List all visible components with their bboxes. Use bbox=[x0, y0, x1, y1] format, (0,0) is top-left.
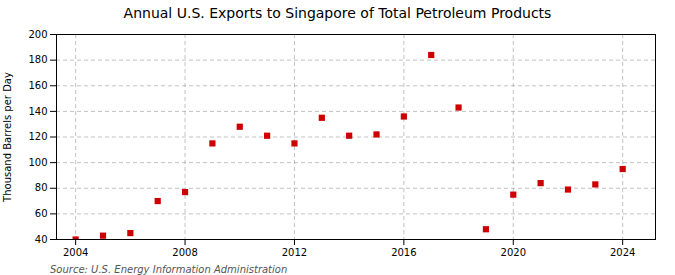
svg-text:2024: 2024 bbox=[610, 247, 635, 258]
svg-text:2012: 2012 bbox=[282, 247, 307, 258]
svg-text:200: 200 bbox=[28, 29, 47, 40]
svg-text:2016: 2016 bbox=[391, 247, 416, 258]
svg-text:80: 80 bbox=[35, 182, 48, 193]
svg-text:100: 100 bbox=[28, 157, 47, 168]
svg-text:2020: 2020 bbox=[501, 247, 526, 258]
svg-text:180: 180 bbox=[28, 54, 47, 65]
html-text:Source: U.S. Energy Informatio: Source: U.S. Energy Information Administ… bbox=[50, 264, 288, 275]
svg-text:60: 60 bbox=[35, 208, 48, 219]
svg-text:160: 160 bbox=[28, 80, 47, 91]
svg-text:40: 40 bbox=[35, 234, 48, 245]
svg-text:120: 120 bbox=[28, 131, 47, 142]
svg-text:2004: 2004 bbox=[63, 247, 88, 258]
svg-text:Thousand Barrels per Day: Thousand Barrels per Day bbox=[2, 72, 13, 203]
svg-text:140: 140 bbox=[28, 106, 47, 117]
svg-text:2008: 2008 bbox=[172, 247, 197, 258]
html-text:Annual U.S. Exports to Singapo: Annual U.S. Exports to Singapore of Tota… bbox=[123, 5, 552, 21]
